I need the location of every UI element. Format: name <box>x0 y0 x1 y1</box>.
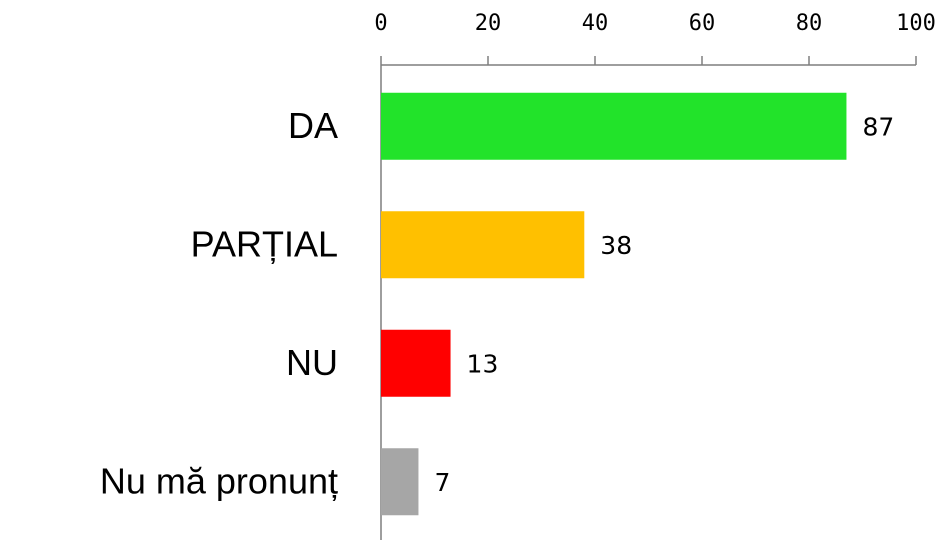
y-tick-label: PARȚIAL <box>191 223 338 264</box>
data-label: 13 <box>467 349 499 378</box>
data-label: 7 <box>434 468 450 497</box>
y-tick-label: DA <box>288 105 338 146</box>
y-tick-label: NU <box>286 342 338 383</box>
x-tick-label: 20 <box>475 11 502 36</box>
data-label: 87 <box>862 112 894 141</box>
x-tick-label: 0 <box>374 11 387 36</box>
x-tick-label: 80 <box>796 11 823 36</box>
data-label: 38 <box>600 231 632 260</box>
bar <box>381 92 847 160</box>
bar <box>381 211 585 279</box>
y-tick-label: Nu mă pronunț <box>100 460 338 501</box>
x-tick-label: 40 <box>582 11 609 36</box>
bar <box>381 329 451 397</box>
x-tick-label: 100 <box>896 11 936 36</box>
bar <box>381 448 419 516</box>
x-tick-label: 60 <box>689 11 716 36</box>
